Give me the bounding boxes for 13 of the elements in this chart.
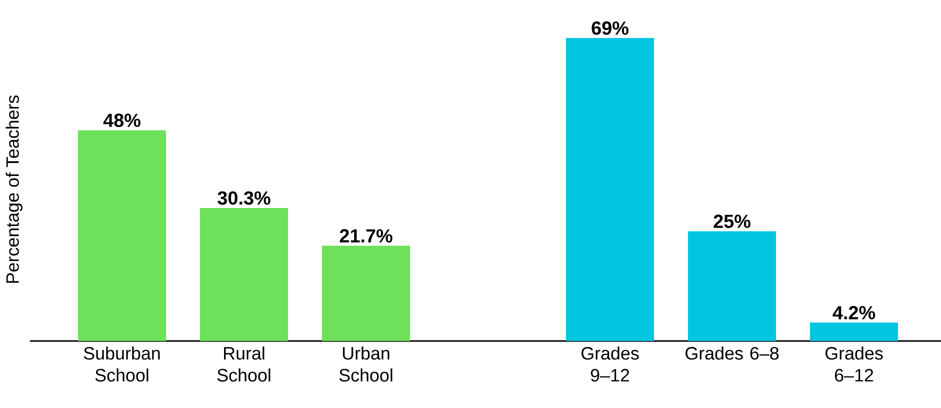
data-label: 69%: [592, 21, 628, 35]
x-tick-label: Grades 6–8: [686, 346, 779, 360]
data-label: 48%: [103, 114, 140, 128]
x-tick-label: Grades 9–12: [582, 346, 639, 382]
x-tick-label: Grades 6–12: [826, 346, 883, 382]
data-label: 25%: [714, 214, 750, 228]
x-tick-label: Suburban School: [84, 346, 160, 382]
data-label: 21.7%: [340, 229, 392, 243]
y-axis-title: Percentage of Teachers: [6, 95, 22, 283]
data-label: 4.2%: [832, 306, 876, 320]
x-tick-label: Urban School: [339, 346, 392, 382]
x-tick-label: Rural School: [217, 346, 270, 382]
data-label: 30.3%: [218, 191, 270, 205]
